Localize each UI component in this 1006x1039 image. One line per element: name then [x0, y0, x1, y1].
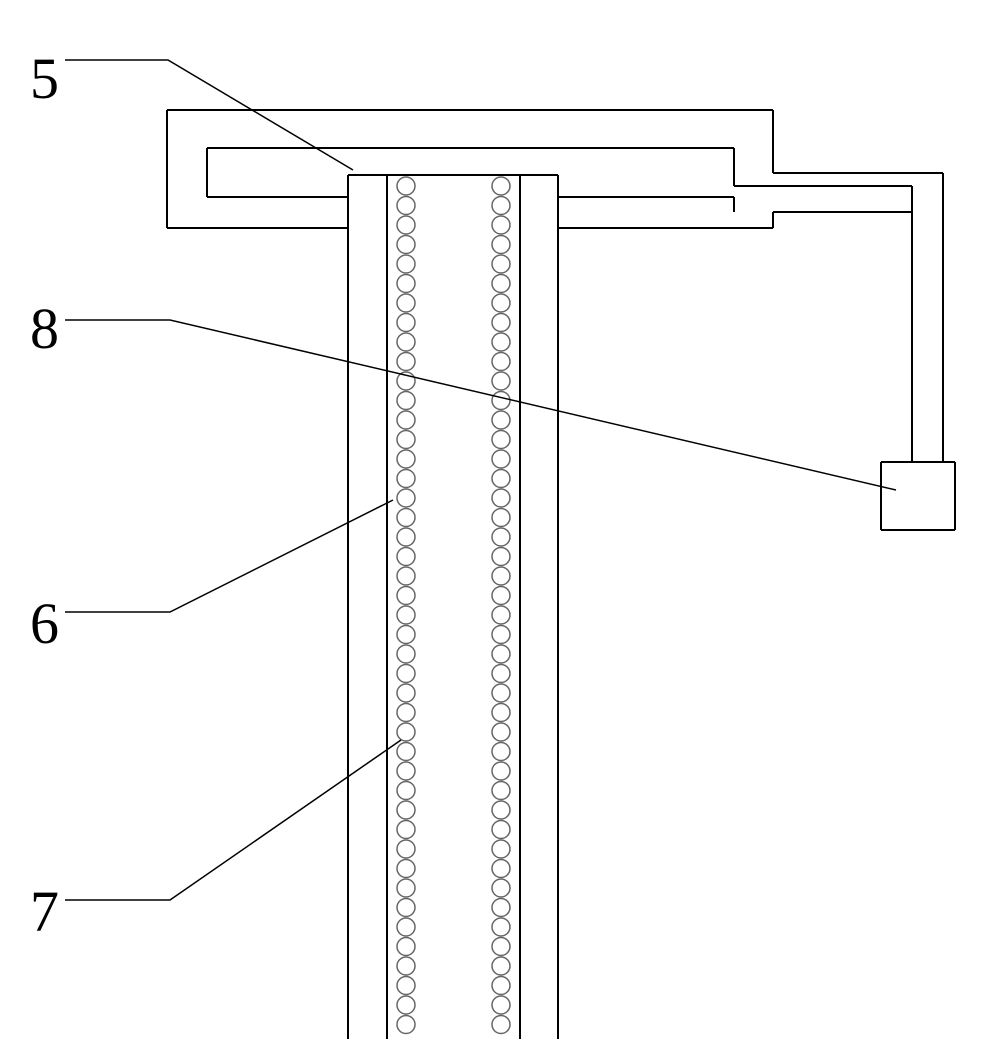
label-8: 8 — [30, 295, 59, 362]
label-6: 6 — [30, 590, 59, 657]
label-7: 7 — [30, 878, 59, 945]
label-5: 5 — [30, 45, 59, 112]
technical-diagram — [0, 0, 1006, 1039]
